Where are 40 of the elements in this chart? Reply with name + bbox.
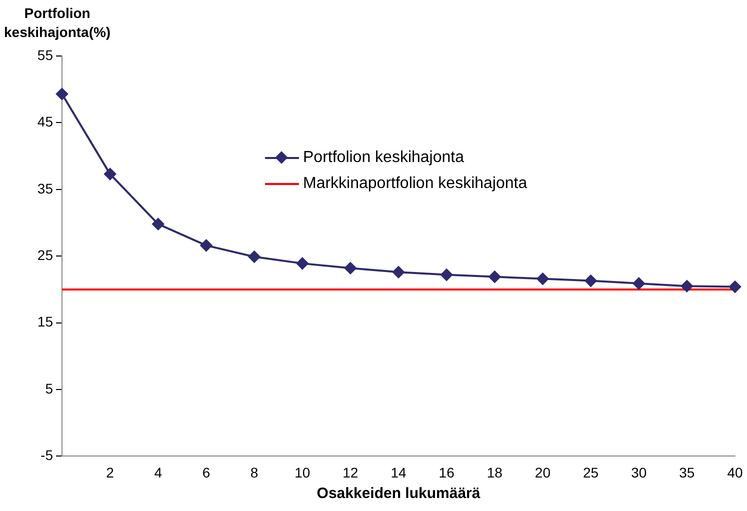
y-tick-label: 45 [37,114,54,130]
point [392,266,404,278]
legend-label: Portfolion keskihajonta [303,149,464,167]
point [56,88,68,100]
point [152,218,164,230]
x-tick-label: 2 [106,464,114,480]
x-tick-label: 8 [250,464,258,480]
point [104,168,116,180]
y-tick-label: 5 [45,380,54,396]
point [536,272,549,285]
x-tick-label: 20 [534,464,551,480]
point [488,270,501,283]
x-tick-label: 10 [294,464,310,480]
x-tick-label: 14 [390,464,406,480]
point [440,268,453,281]
legend-label: Markkinaportfolion keskihajonta [303,175,528,193]
point [200,239,212,252]
x-tick-label: 18 [486,464,503,480]
y-axis-title: Portfolion keskihajonta(%) [4,4,111,42]
y-tick-label: 25 [37,246,54,263]
x-tick-label: 16 [438,464,455,480]
point [584,274,597,287]
x-tick-label: 30 [631,464,647,480]
point [296,257,308,270]
x-tick-label: 12 [342,464,358,480]
x-axis-title: Osakkeiden lukumäärä [316,485,481,502]
x-tick-label: 4 [154,464,162,480]
point [632,277,645,290]
y-tick-label: -5 [40,447,54,464]
x-tick-label: 40 [727,464,743,480]
x-tick-label: 25 [582,464,599,480]
x-tick-label: 6 [202,464,210,480]
point [344,262,356,274]
y-tick-label: 55 [37,46,54,63]
point [680,280,693,292]
y-tick-label: 35 [37,180,54,196]
y-tick-label: 15 [37,314,54,330]
point [248,250,260,263]
x-tick-label: 35 [679,464,695,480]
point [729,280,741,293]
